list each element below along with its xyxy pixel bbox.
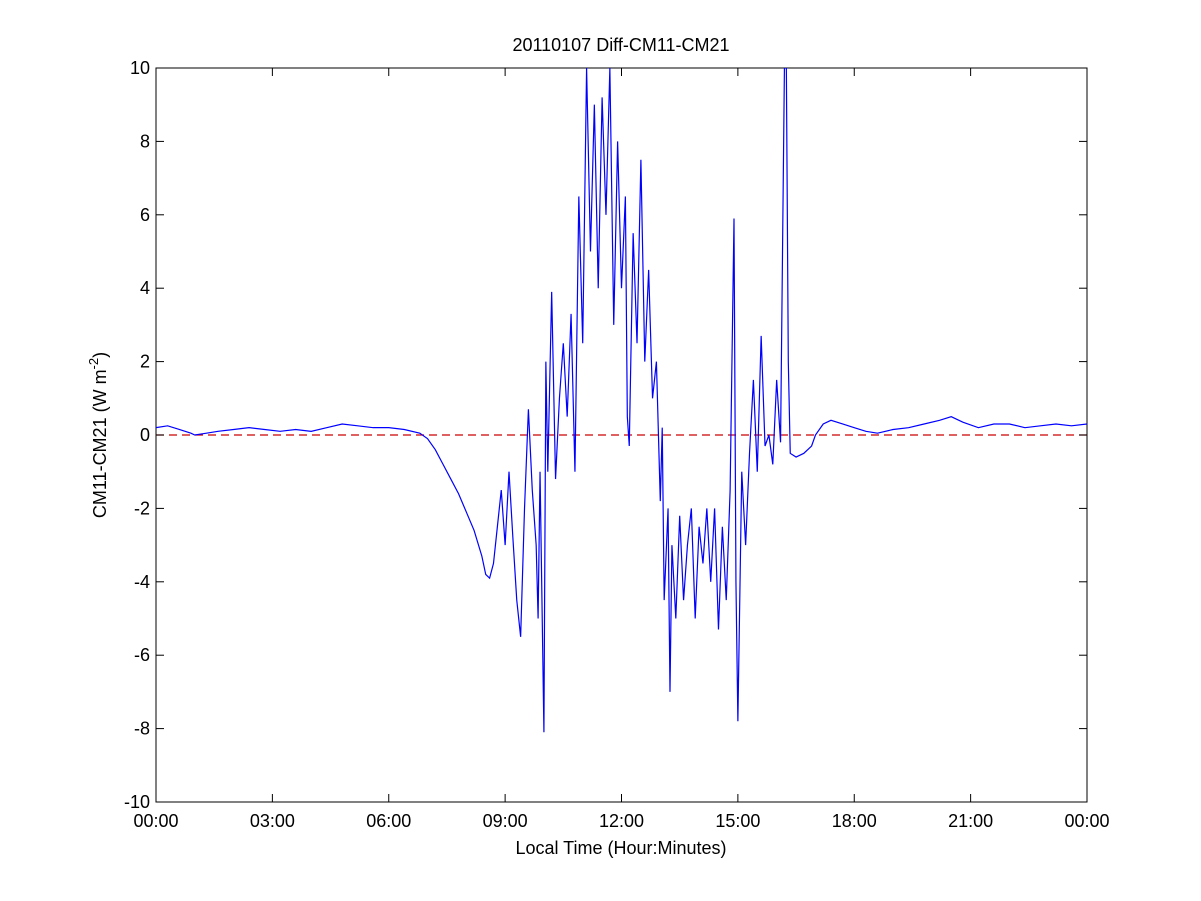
chart-title: 20110107 Diff-CM11-CM21 xyxy=(512,35,729,55)
y-tick-label: 8 xyxy=(140,131,150,151)
x-tick-label: 06:00 xyxy=(366,811,411,831)
x-tick-label: 03:00 xyxy=(250,811,295,831)
y-tick-label: -6 xyxy=(134,645,150,665)
y-tick-label: -10 xyxy=(124,792,150,812)
y-tick-label: -2 xyxy=(134,498,150,518)
y-tick-label: 6 xyxy=(140,205,150,225)
x-axis-ticks: 00:00 03:00 06:00 09:00 12:00 15:00 18:00 21:00… xyxy=(133,68,1110,831)
x-tick-label: 09:00 xyxy=(483,811,528,831)
y-axis-ticks: -10 -8 -6 -4 -2 0 2 4 6 8 10 xyxy=(124,58,1087,812)
plot-area xyxy=(155,67,1088,803)
y-tick-label: -4 xyxy=(134,572,150,592)
x-tick-label: 00:00 xyxy=(1064,811,1109,831)
x-tick-label: 21:00 xyxy=(948,811,993,831)
y-tick-label: 4 xyxy=(140,278,150,298)
x-tick-label: 00:00 xyxy=(133,811,178,831)
x-tick-label: 12:00 xyxy=(599,811,644,831)
y-tick-label: 10 xyxy=(130,58,150,78)
y-tick-label: 0 xyxy=(140,425,150,445)
y-tick-label: -8 xyxy=(134,719,150,739)
x-tick-label: 15:00 xyxy=(715,811,760,831)
x-tick-label: 18:00 xyxy=(832,811,877,831)
series-line xyxy=(156,68,1087,733)
y-tick-label: 2 xyxy=(140,352,150,372)
y-axis-label: CM11-CM21 (W m-2) xyxy=(86,352,110,518)
x-axis-label: Local Time (Hour:Minutes) xyxy=(515,838,726,858)
